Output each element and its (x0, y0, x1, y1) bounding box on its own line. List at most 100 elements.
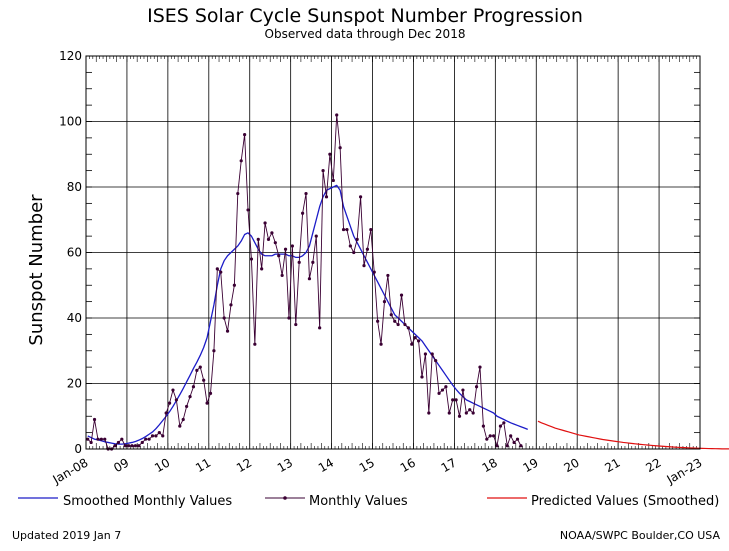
monthly-data-point (150, 434, 155, 438)
monthly-data-point (474, 385, 479, 389)
x-tick-label: 17 (439, 455, 459, 475)
monthly-data-point (212, 349, 216, 353)
monthly-data-point (519, 444, 523, 448)
x-tick-label: 13 (275, 455, 295, 475)
y-tick-label: 100 (59, 115, 82, 129)
predicted-series (537, 420, 729, 450)
monthly-data-point (355, 237, 359, 241)
monthly-data-point (440, 388, 445, 392)
monthly-data-point (273, 241, 277, 245)
monthly-data-point (471, 411, 475, 415)
monthly-data-point (225, 329, 230, 333)
monthly-data-point (321, 169, 325, 173)
x-tick-label: 19 (521, 455, 541, 475)
monthly-data-point (157, 431, 161, 435)
legend-smoothed-label: Smoothed Monthly Values (63, 494, 232, 509)
monthly-data-point (215, 267, 219, 271)
x-tick-label: 22 (643, 455, 663, 475)
monthly-data-point (133, 444, 138, 448)
chart-title: ISES Solar Cycle Sunspot Number Progress… (147, 5, 583, 27)
monthly-data-point (311, 260, 315, 264)
x-tick-label: 10 (152, 455, 172, 475)
monthly-data-point (437, 391, 441, 395)
monthly-data-point (86, 437, 90, 441)
x-tick-label: 14 (316, 455, 336, 475)
monthly-data-point (202, 378, 206, 382)
monthly-data-point (495, 444, 499, 448)
x-tick-label: 16 (398, 455, 418, 475)
monthly-data-point (481, 424, 485, 428)
monthly-data-point (290, 244, 294, 248)
monthly-data-point (376, 319, 380, 323)
x-tick-label: Jan-23 (664, 455, 705, 487)
y-tick-label: 120 (59, 49, 82, 63)
monthly-data-point (154, 434, 158, 438)
footer-source: NOAA/SWPC Boulder,CO USA (560, 529, 721, 542)
monthly-data-point (447, 411, 451, 415)
monthly-data-point (130, 444, 134, 448)
monthly-data-point (113, 444, 117, 448)
monthly-data-point (123, 444, 127, 448)
monthly-data-point (403, 322, 407, 327)
monthly-data-point (498, 424, 503, 428)
y-tick-label: 40 (67, 311, 82, 325)
monthly-data-point (416, 339, 421, 343)
monthly-data-point (335, 113, 339, 117)
monthly-data-point (515, 437, 520, 441)
x-tick-label: 12 (234, 455, 254, 475)
monthly-data-point (502, 421, 506, 425)
chart-subtitle: Observed data through Dec 2018 (265, 27, 466, 41)
monthly-data-point (338, 146, 342, 150)
monthly-data-point (464, 411, 468, 415)
x-tick-label: 21 (602, 455, 622, 475)
monthly-data-point (92, 417, 97, 422)
monthly-data-point (434, 358, 438, 363)
monthly-data-point (103, 437, 107, 441)
monthly-data-point (283, 247, 288, 251)
monthly-data-point (331, 178, 335, 183)
monthly-data-point (253, 342, 257, 346)
monthly-data-point (260, 267, 264, 271)
legend-monthly-label: Monthly Values (309, 494, 408, 509)
monthly-data-point (246, 208, 250, 212)
monthly-data-point (164, 411, 168, 415)
monthly-data-point (161, 434, 165, 438)
monthly-data-point (89, 440, 93, 445)
monthly-data-point (389, 313, 393, 317)
monthly-data-point (505, 444, 509, 448)
legend-predicted-label: Predicted Values (Smoothed) (531, 494, 719, 509)
monthly-data-point (120, 437, 124, 441)
y-tick-label: 80 (67, 180, 82, 194)
x-tick-label: 20 (561, 455, 581, 475)
monthly-data-point (263, 221, 267, 225)
monthly-data-point (454, 398, 458, 402)
plot-frame (85, 55, 701, 450)
x-tick-label: Jan-08 (50, 455, 91, 487)
monthly-data-point (297, 260, 301, 264)
monthly-data-point (185, 404, 189, 409)
monthly-data-point (396, 322, 400, 327)
monthly-data-point (178, 424, 182, 428)
monthly-data-point (492, 434, 496, 438)
monthly-data-point (379, 342, 383, 346)
monthly-data-point (410, 342, 414, 346)
x-tick-label: 15 (357, 455, 377, 475)
monthly-data-point (301, 211, 305, 215)
monthly-data-point (406, 326, 410, 330)
monthly-data-point (96, 437, 100, 441)
predicted-line (537, 420, 729, 450)
monthly-data-point (167, 401, 172, 405)
plot-border (85, 55, 701, 450)
monthly-data-point (382, 300, 387, 304)
monthly-data-point (195, 368, 199, 372)
monthly-data-point (468, 408, 472, 412)
monthly-data-point (270, 231, 274, 235)
monthly-data-point (488, 434, 492, 438)
monthly-data-point (512, 440, 516, 445)
monthly-data-point (314, 234, 318, 238)
x-tick-label: 09 (111, 455, 131, 475)
monthly-data-point (393, 319, 397, 323)
monthly-data-point (328, 152, 332, 156)
monthly-data-point (358, 195, 363, 199)
